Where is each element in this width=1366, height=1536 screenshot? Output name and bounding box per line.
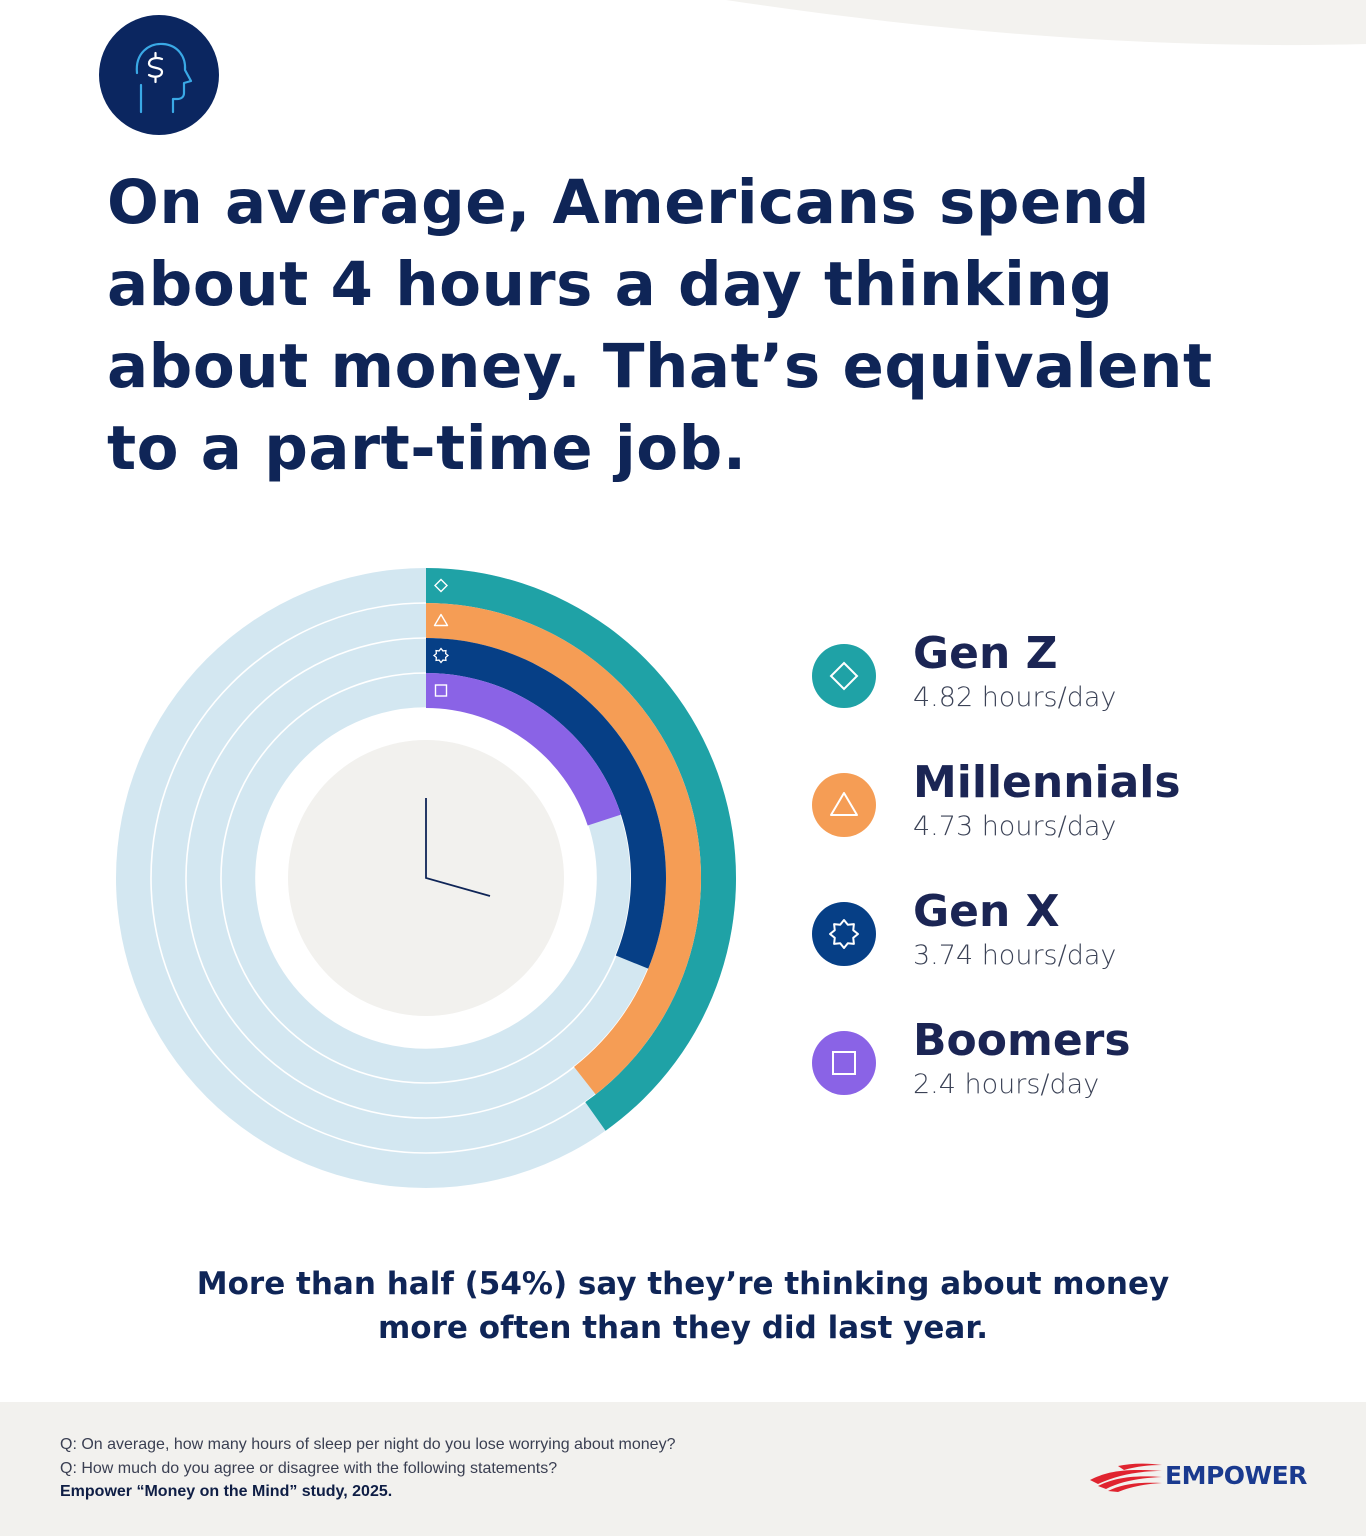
star-badge-icon bbox=[432, 647, 450, 664]
flag-stripes-icon bbox=[1090, 1463, 1162, 1492]
legend-name: Gen X bbox=[913, 886, 1060, 937]
footnote-question-1: Q: On average, how many hours of sleep p… bbox=[60, 1436, 676, 1453]
dollar-head-icon bbox=[99, 15, 219, 135]
star-badge-icon bbox=[812, 902, 876, 966]
diamond-icon bbox=[812, 644, 876, 708]
arc-boomers bbox=[426, 673, 621, 826]
takeaway-line-1: More than half (54%) say they’re thinkin… bbox=[196, 1266, 1170, 1302]
triangle-icon bbox=[812, 773, 876, 837]
diamond-icon bbox=[434, 578, 448, 593]
takeaway-text: More than half (54%) say they’re thinkin… bbox=[0, 1262, 1366, 1350]
footnote-question-2: Q: How much do you agree or disagree wit… bbox=[60, 1460, 558, 1477]
arc-gen-z bbox=[426, 568, 736, 1131]
footer: Q: On average, how many hours of sleep p… bbox=[0, 1402, 1366, 1536]
legend-value: 3.74 hours/day bbox=[913, 940, 1117, 971]
legend-name: Boomers bbox=[913, 1015, 1131, 1066]
headline: On average, Americans spend about 4 hour… bbox=[107, 167, 1213, 484]
radial-bar-chart bbox=[116, 568, 736, 1188]
arc-gen-x bbox=[426, 638, 666, 969]
legend-value: 2.4 hours/day bbox=[913, 1069, 1100, 1100]
square-icon bbox=[434, 684, 448, 697]
legend-name: Millennials bbox=[913, 757, 1181, 808]
legend-value: 4.73 hours/day bbox=[913, 811, 1117, 842]
legend-name: Gen Z bbox=[913, 628, 1058, 679]
triangle-icon bbox=[433, 613, 449, 627]
footnote-source: Empower “Money on the Mind” study, 2025. bbox=[60, 1483, 393, 1500]
star-glyph bbox=[829, 919, 859, 949]
takeaway-line-2: more often than they did last year. bbox=[378, 1310, 988, 1346]
clock-hands-icon bbox=[425, 798, 491, 897]
corner-wave-decoration bbox=[726, 0, 1366, 46]
arc-millennials bbox=[426, 603, 701, 1095]
logo-text: EMPOWER bbox=[1165, 1461, 1307, 1490]
legend-value: 4.82 hours/day bbox=[913, 682, 1117, 713]
square-icon bbox=[812, 1031, 876, 1095]
